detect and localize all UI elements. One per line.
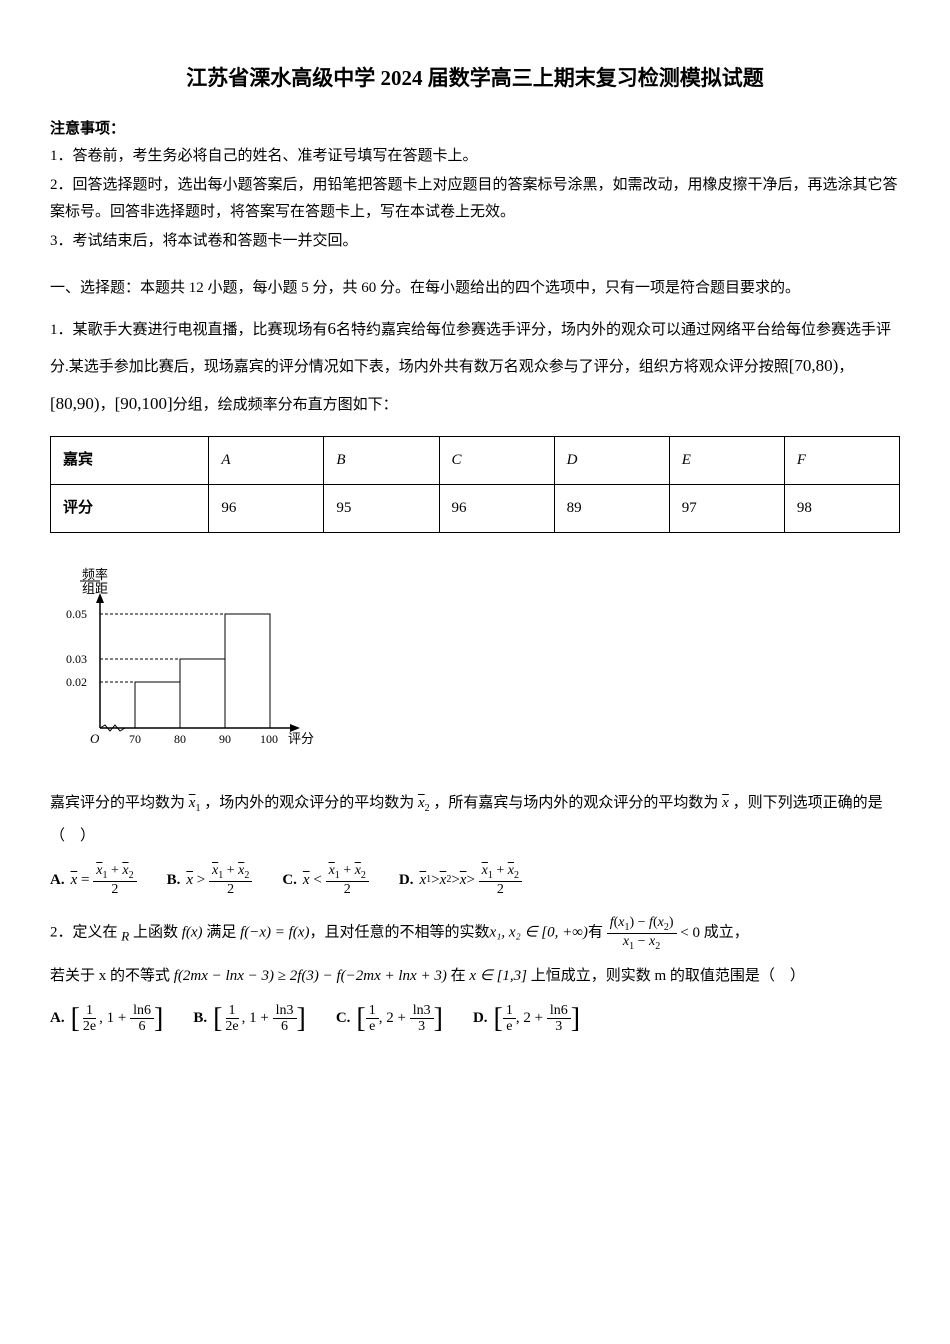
option-d: D. x1 > x2 > x > x1 + x22	[399, 863, 522, 897]
page-title: 江苏省溧水高级中学 2024 届数学高三上期末复习检测模拟试题	[50, 60, 900, 98]
q2-options: A. [ 12e , 1 + ln66 ] B. [ 12e , 1 + ln3…	[50, 1003, 900, 1035]
sub: 2	[425, 803, 430, 814]
table-cell: 89	[554, 484, 669, 532]
xlabel: 评分	[288, 731, 314, 746]
ytick: 0.05	[66, 607, 87, 621]
ytick: 0.03	[66, 652, 87, 666]
option-d: D. [ 1e , 2 + ln63 ]	[473, 1003, 580, 1035]
table-cell: 95	[324, 484, 439, 532]
option-expr: x1 > x2 > x > x1 + x22	[420, 863, 523, 897]
option-c: C. x < x1 + x22	[282, 863, 369, 897]
domain-R: R	[121, 929, 129, 944]
histogram-chart: 频率 组距 0.05 0.03 0.02 O 70 80 90 100 评分	[50, 563, 330, 753]
option-label: A.	[50, 867, 65, 894]
option-c: C. [ 1e , 2 + ln33 ]	[336, 1003, 443, 1035]
q2-part: 满足	[206, 925, 236, 941]
table-cell: 96	[209, 484, 324, 532]
q2-part: 在	[451, 968, 466, 984]
q2-part: 成立，	[704, 925, 749, 941]
table-header: 评分	[51, 484, 209, 532]
interval-1: [70,80)	[789, 356, 839, 375]
option-label: A.	[50, 1005, 65, 1032]
option-expr: [ 12e , 1 + ln66 ]	[71, 1003, 164, 1035]
stem-part: ，所有嘉宾与场内外的观众评分的平均数为	[433, 795, 718, 811]
option-expr: x < x1 + x22	[303, 863, 369, 897]
q1-options: A. x = x1 + x22 B. x > x1 + x22 C. x < x…	[50, 863, 900, 897]
option-a: A. [ 12e , 1 + ln66 ]	[50, 1003, 163, 1035]
diff-quotient: f(x1) − f(x2) x1 − x2 < 0	[607, 915, 700, 952]
xbar2: x	[418, 795, 425, 811]
table-cell: C	[439, 436, 554, 484]
origin-label: O	[90, 731, 100, 746]
bar-1	[135, 682, 180, 728]
table-cell: 96	[439, 484, 554, 532]
q2-part: ，且对任意的不相等的实数	[309, 925, 489, 941]
q1-text-part: 1．某歌手大赛进行电视直播，比赛现场有	[50, 322, 328, 338]
table-cell: B	[324, 436, 439, 484]
eq1: f(−x) = f(x)	[240, 925, 309, 941]
q1-count: 6	[328, 319, 337, 338]
q1-stem: 嘉宾评分的平均数为 x1 ，场内外的观众评分的平均数为 x2 ，所有嘉宾与场内外…	[50, 787, 900, 853]
vars: x₁, x₂ ∈ [0, +∞)	[489, 925, 587, 941]
xtick: 100	[260, 732, 278, 746]
table-cell: 97	[669, 484, 784, 532]
ytick: 0.02	[66, 675, 87, 689]
bar-2	[180, 659, 225, 728]
bar-3	[225, 614, 270, 728]
table-row: 嘉宾 A B C D E F	[51, 436, 900, 484]
option-b: B. x > x1 + x22	[167, 863, 253, 897]
guest-table: 嘉宾 A B C D E F 评分 96 95 96 89 97 98	[50, 436, 900, 533]
ineq2: f(2mx − lnx − 3) ≥ 2f(3) − f(−2mx + lnx …	[174, 968, 447, 984]
table-cell: F	[784, 436, 899, 484]
notice-item: 2．回答选择题时，选出每小题答案后，用铅笔把答题卡上对应题目的答案标号涂黑，如需…	[50, 172, 900, 226]
option-expr: [ 1e , 2 + ln63 ]	[494, 1003, 581, 1035]
q1-text-part: 分组，绘成频率分布直方图如下：	[173, 397, 398, 413]
stem-part: 嘉宾评分的平均数为	[50, 795, 185, 811]
xtick: 80	[174, 732, 186, 746]
option-a: A. x = x1 + x22	[50, 863, 137, 897]
option-label: B.	[193, 1005, 207, 1032]
interval-2: [80,90)	[50, 394, 100, 413]
option-label: B.	[167, 867, 181, 894]
table-cell: D	[554, 436, 669, 484]
option-label: C.	[336, 1005, 351, 1032]
option-label: D.	[399, 867, 414, 894]
option-expr: [ 12e , 1 + ln36 ]	[213, 1003, 306, 1035]
q2-part: 2．定义在	[50, 925, 118, 941]
option-label: D.	[473, 1005, 488, 1032]
table-cell: A	[209, 436, 324, 484]
ylabel: 组距	[82, 581, 108, 596]
xrange: x ∈ [1,3]	[469, 968, 527, 984]
section-intro: 一、选择题：本题共 12 小题，每小题 5 分，共 60 分。在每小题给出的四个…	[50, 275, 900, 302]
ylabel: 频率	[82, 567, 108, 582]
sub: 1	[195, 803, 200, 814]
table-row: 评分 96 95 96 89 97 98	[51, 484, 900, 532]
q2-text: 2．定义在 R 上函数 f(x) 满足 f(−x) = f(x)，且对任意的不相…	[50, 915, 900, 952]
option-label: C.	[282, 867, 297, 894]
q2-part: 若关于 x 的不等式	[50, 968, 170, 984]
xtick: 70	[129, 732, 141, 746]
xtick: 90	[219, 732, 231, 746]
xbar: x	[722, 795, 729, 811]
table-header: 嘉宾	[51, 436, 209, 484]
notice-header: 注意事项：	[50, 116, 900, 143]
q2-part: 有	[588, 925, 603, 941]
option-expr: x > x1 + x22	[186, 863, 252, 897]
q2-line2: 若关于 x 的不等式 f(2mx − lnx − 3) ≥ 2f(3) − f(…	[50, 960, 900, 993]
table-cell: E	[669, 436, 784, 484]
fx: f(x)	[182, 925, 203, 941]
option-b: B. [ 12e , 1 + ln36 ]	[193, 1003, 306, 1035]
q2-part: 上恒成立，则实数 m 的取值范围是（ ）	[531, 968, 805, 984]
stem-part: ，场内外的观众评分的平均数为	[204, 795, 414, 811]
notice-item: 3．考试结束后，将本试卷和答题卡一并交回。	[50, 228, 900, 255]
option-expr: x = x1 + x22	[71, 863, 137, 897]
table-cell: 98	[784, 484, 899, 532]
interval-3: [90,100]	[115, 394, 173, 413]
notice-section: 注意事项： 1．答卷前，考生务必将自己的姓名、准考证号填写在答题卡上。 2．回答…	[50, 116, 900, 255]
option-expr: [ 1e , 2 + ln33 ]	[356, 1003, 443, 1035]
q1-text: 1．某歌手大赛进行电视直播，比赛现场有6名特约嘉宾给每位参赛选手评分，场内外的观…	[50, 310, 900, 422]
q2-part: 上函数	[133, 925, 178, 941]
notice-item: 1．答卷前，考生务必将自己的姓名、准考证号填写在答题卡上。	[50, 143, 900, 170]
